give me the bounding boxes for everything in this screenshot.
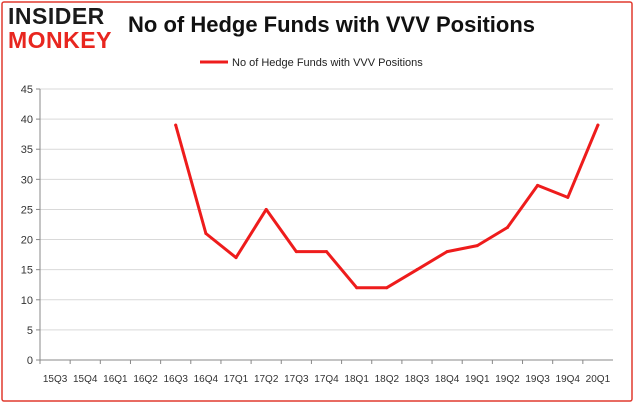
chart-title: No of Hedge Funds with VVV Positions <box>128 12 536 37</box>
series-layer <box>174 123 600 290</box>
y-tick-label: 15 <box>21 265 33 277</box>
x-tick-label: 15Q3 <box>43 374 68 385</box>
x-tick-label: 20Q1 <box>586 374 611 385</box>
x-tick-label: 16Q4 <box>194 374 219 385</box>
data-point <box>385 286 389 290</box>
y-tick-label: 30 <box>21 174 33 186</box>
y-tick-label: 0 <box>27 355 33 367</box>
legend: No of Hedge Funds with VVV Positions <box>200 57 423 69</box>
y-tick-labels: 0 5 10 15 20 25 30 35 40 45 <box>21 84 33 367</box>
insider-monkey-logo: INSIDER MONKEY <box>8 4 120 52</box>
x-tick-label: 19Q4 <box>556 374 581 385</box>
data-point <box>174 123 178 127</box>
data-point <box>294 250 298 254</box>
x-tick-label: 17Q1 <box>224 374 249 385</box>
y-tick-label: 5 <box>27 325 33 337</box>
y-tick-label: 45 <box>21 84 33 96</box>
data-point <box>596 123 600 127</box>
x-tick-label: 18Q4 <box>435 374 460 385</box>
x-tick-label: 19Q1 <box>465 374 490 385</box>
data-point <box>445 250 449 254</box>
x-tick-label: 17Q3 <box>284 374 309 385</box>
data-point <box>325 250 328 254</box>
y-tick-label: 10 <box>21 295 33 307</box>
axes <box>36 88 613 364</box>
data-point <box>234 256 238 260</box>
x-tick-label: 19Q3 <box>525 374 550 385</box>
x-tick-label: 15Q4 <box>73 374 98 385</box>
data-point <box>475 244 479 248</box>
data-point <box>566 195 570 199</box>
x-tick-label: 16Q1 <box>103 374 128 385</box>
data-point <box>355 286 359 290</box>
logo-line2: MONKEY <box>8 27 112 53</box>
data-point <box>264 207 268 211</box>
x-tick-label: 18Q3 <box>405 374 430 385</box>
x-tick-label: 18Q1 <box>344 374 369 385</box>
x-tick-label: 16Q3 <box>163 374 188 385</box>
x-tick-label: 17Q2 <box>254 374 279 385</box>
grid-lines <box>40 88 613 361</box>
x-tick-label: 19Q2 <box>495 374 520 385</box>
x-tick-label: 17Q4 <box>314 374 339 385</box>
data-point <box>415 268 419 272</box>
y-tick-label: 20 <box>21 235 33 247</box>
data-point <box>536 183 540 187</box>
y-tick-label: 40 <box>21 114 33 126</box>
y-tick-label: 25 <box>21 204 33 216</box>
logo-line1: INSIDER <box>8 3 105 29</box>
data-point <box>505 226 509 230</box>
y-tick-label: 35 <box>21 144 33 156</box>
x-tick-label: 18Q2 <box>375 374 400 385</box>
legend-label: No of Hedge Funds with VVV Positions <box>232 57 423 69</box>
x-tick-labels: 15Q3 15Q4 16Q1 16Q2 16Q3 16Q4 17Q1 17Q2 17Q3 17Q4… <box>43 374 611 385</box>
x-tick-label: 16Q2 <box>133 374 158 385</box>
data-point <box>204 232 208 236</box>
